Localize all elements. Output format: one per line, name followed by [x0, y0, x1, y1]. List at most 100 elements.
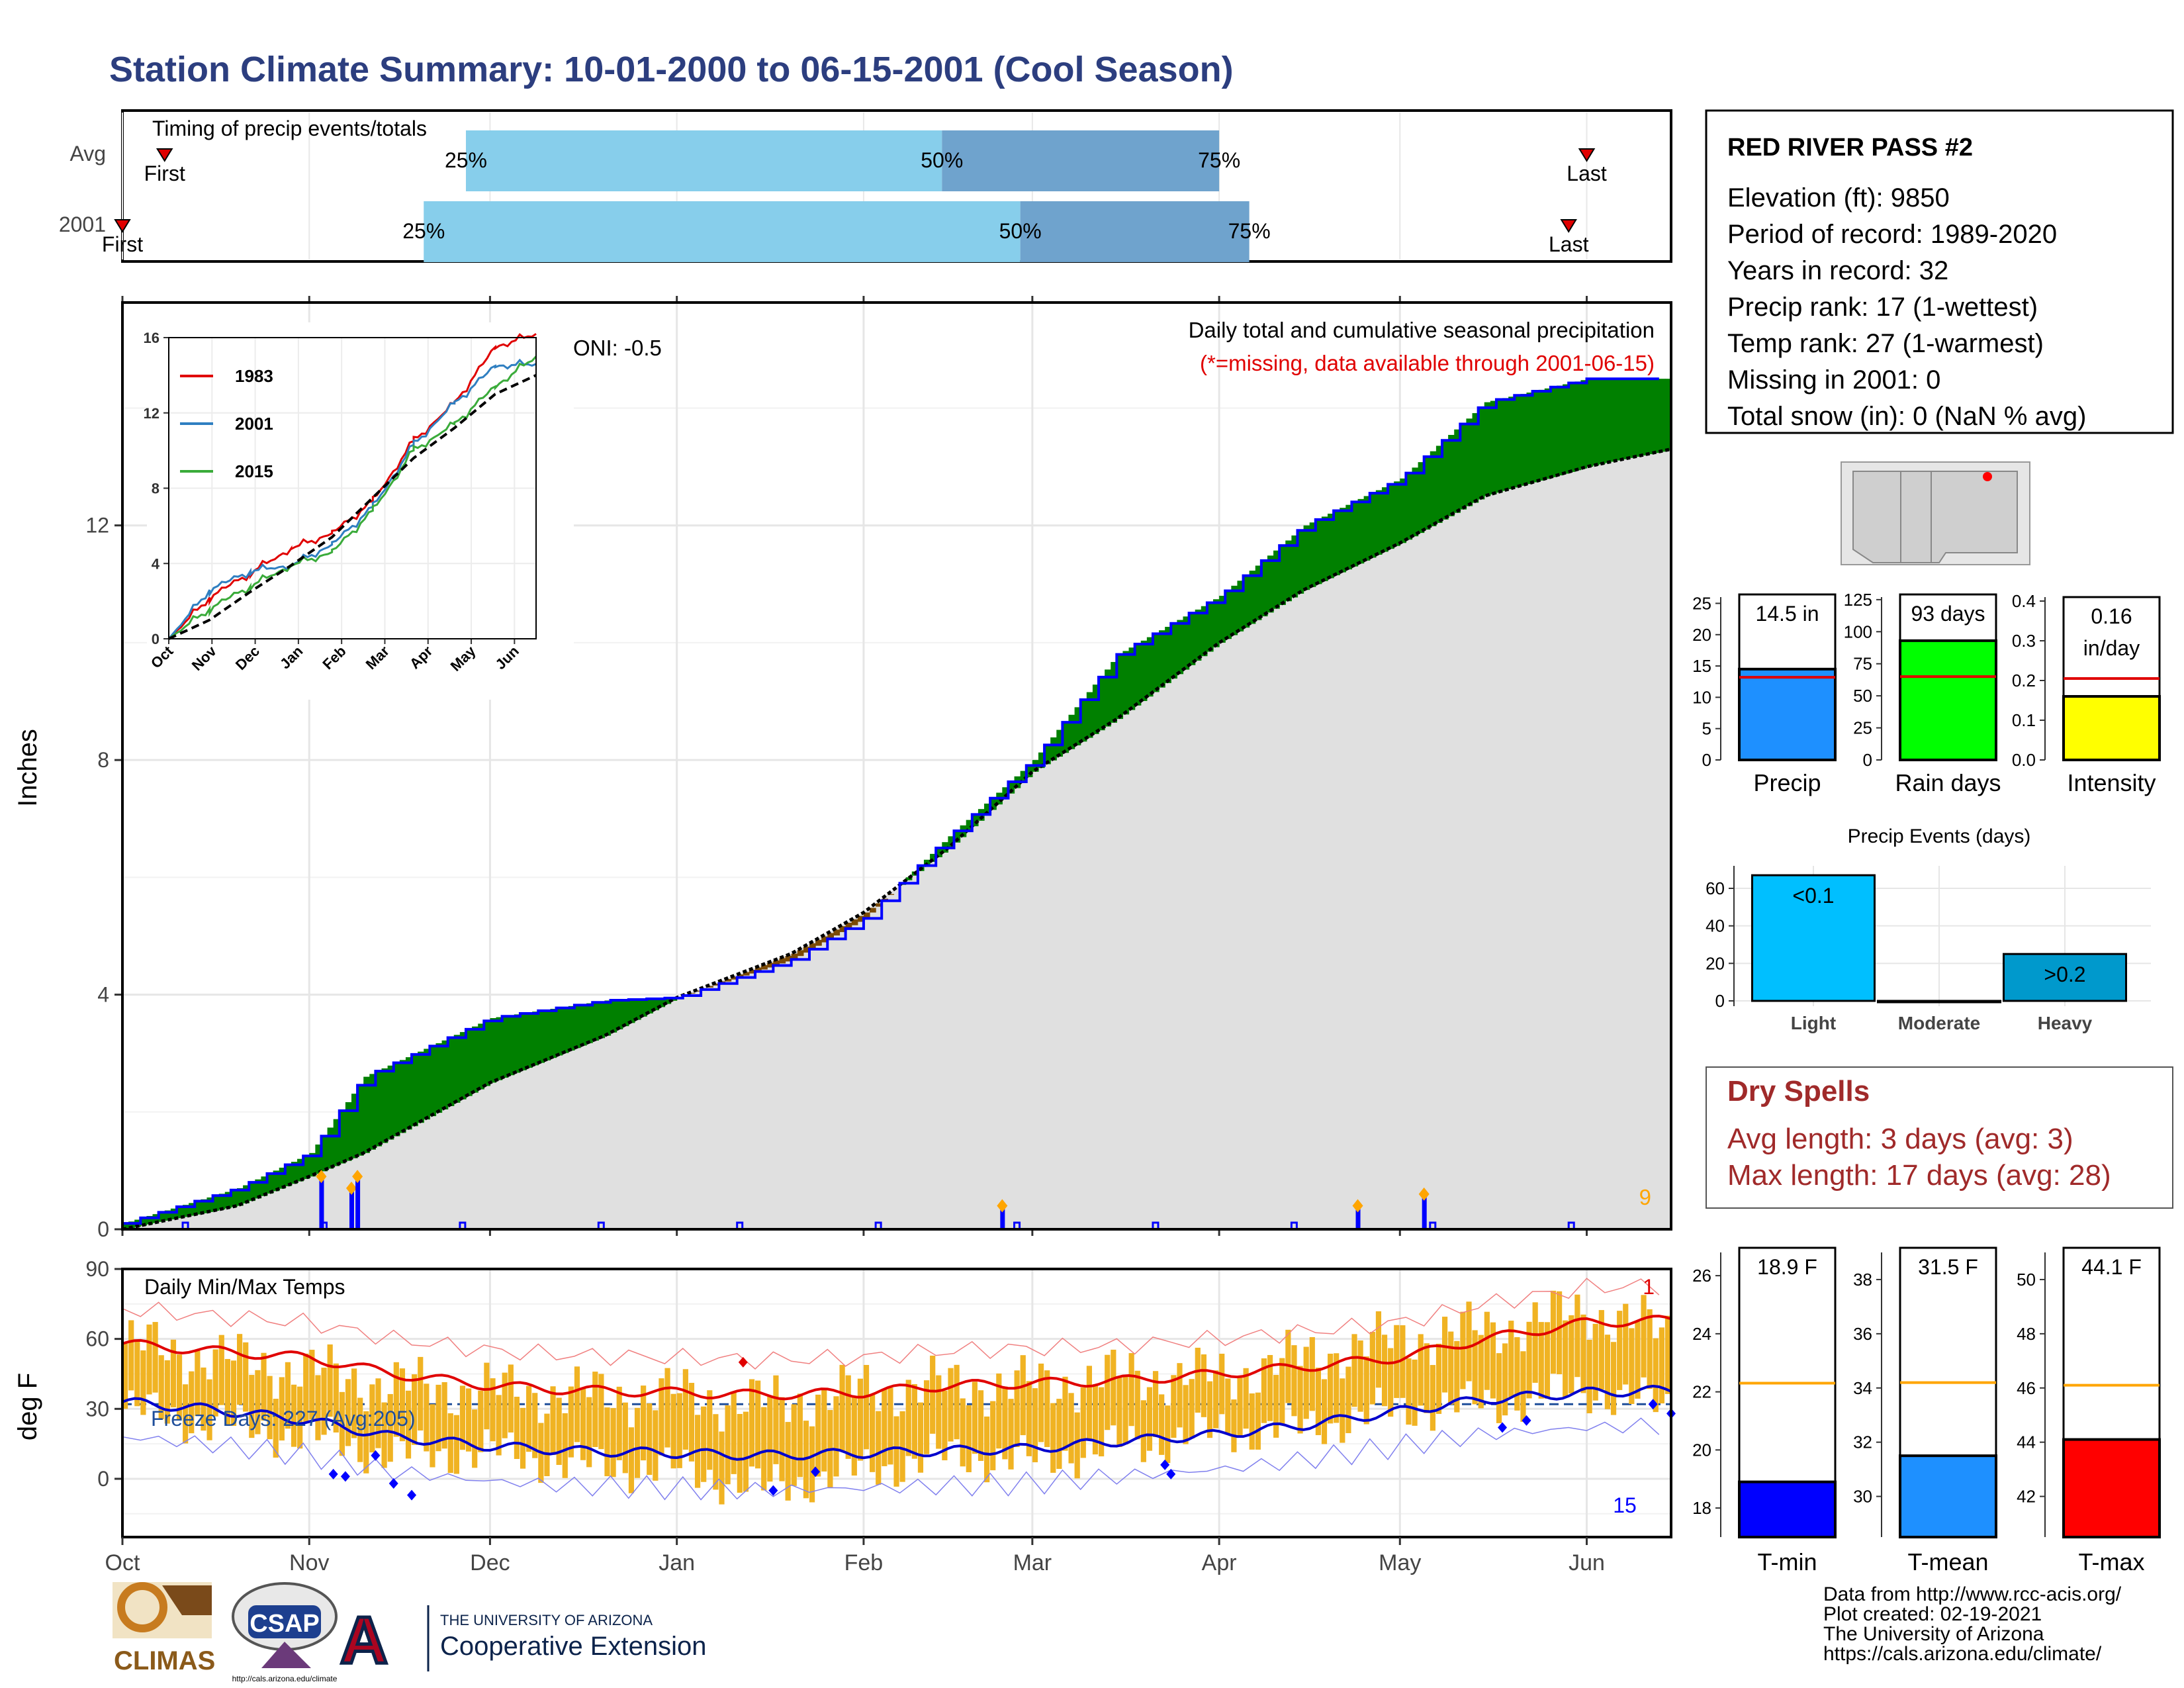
- temp-range-bar: [1159, 1394, 1165, 1455]
- temp-range-bar: [465, 1388, 472, 1452]
- record-low-marker: [811, 1466, 821, 1477]
- summary-bar-tick-label: 20: [1692, 625, 1711, 645]
- map-state-newmexico: [1900, 471, 1932, 563]
- surplus-fill: [441, 1040, 449, 1109]
- climas-logo-text: CLIMAS: [114, 1646, 215, 1675]
- temp-range-bar: [285, 1362, 291, 1429]
- surplus-fill: [333, 1119, 340, 1166]
- surplus-fill: [1297, 530, 1304, 594]
- surplus-fill: [592, 1002, 599, 1041]
- month-tick-label: Feb: [844, 1550, 884, 1575]
- surplus-fill: [459, 1032, 467, 1100]
- temp-caption: Daily Min/Max Temps: [144, 1275, 345, 1299]
- surplus-fill: [1080, 700, 1087, 742]
- temp-range-bar: [1225, 1378, 1231, 1435]
- temp-range-bar: [1074, 1412, 1080, 1479]
- surplus-fill: [954, 831, 961, 843]
- temp-range-bar: [1014, 1370, 1020, 1447]
- surplus-fill: [905, 877, 913, 880]
- temp-range-bar: [1128, 1353, 1134, 1427]
- surplus-fill: [285, 1164, 292, 1187]
- precip-corner-count: 9: [1639, 1185, 1651, 1209]
- temp-range-bar: [1195, 1347, 1201, 1413]
- ua-logo: A THE UNIVERSITY OF ARIZONA Cooperative …: [338, 1602, 706, 1679]
- daily-precip-marker: [316, 1170, 327, 1184]
- surplus-fill: [1225, 590, 1232, 639]
- temp-range-bar: [1032, 1388, 1038, 1462]
- temp-range-bar: [381, 1402, 387, 1468]
- temp-range-bar: [502, 1372, 508, 1438]
- temp-range-bar: [1165, 1405, 1171, 1464]
- daily-precip-marker: [345, 1181, 357, 1195]
- temp-range-bar: [1243, 1368, 1249, 1429]
- temp-range-bar: [1508, 1321, 1514, 1397]
- temp-range-bar: [682, 1369, 688, 1450]
- temp-range-bar: [755, 1380, 761, 1469]
- temp-range-bar: [876, 1411, 882, 1485]
- temp-range-bar: [1206, 1381, 1213, 1438]
- temp-range-bar: [1363, 1356, 1369, 1425]
- surplus-fill: [1406, 473, 1413, 540]
- surplus-fill: [412, 1054, 418, 1127]
- temp-range-bar: [405, 1390, 412, 1459]
- surplus-fill: [146, 1215, 154, 1225]
- surplus-fill: [659, 998, 666, 1008]
- surplus-fill: [496, 1017, 503, 1080]
- summary-bar-tick-label: 15: [1692, 656, 1711, 676]
- surplus-fill: [472, 1026, 478, 1093]
- temp-range-bar: [140, 1350, 146, 1415]
- surplus-fill: [369, 1074, 377, 1150]
- surplus-fill: [1538, 389, 1545, 481]
- precip-y-tick-label: 0: [97, 1217, 109, 1241]
- summary-bar-tick-label: 30: [1853, 1487, 1872, 1507]
- temp-range-bar: [1177, 1363, 1183, 1428]
- temp-range-bar: [1418, 1334, 1424, 1406]
- summary-bar-tick-label: 18: [1692, 1498, 1711, 1518]
- temp-range-bar: [960, 1398, 966, 1467]
- temp-range-bar: [279, 1377, 285, 1441]
- temp-range-bar: [1328, 1353, 1334, 1424]
- surplus-fill: [1291, 535, 1298, 598]
- temp-range-bar: [532, 1393, 538, 1458]
- ua-logo-top: THE UNIVERSITY OF ARIZONA: [440, 1612, 653, 1628]
- daily-precip-marker: [1352, 1199, 1363, 1213]
- temp-range-bar: [592, 1372, 598, 1447]
- daily-precip-bar: [349, 1188, 354, 1229]
- summary-bar-label: T-min: [1758, 1548, 1817, 1575]
- temp-range-bar: [526, 1385, 532, 1452]
- csap-mountain: [261, 1642, 311, 1668]
- summary-bar-tick-label: 5: [1702, 719, 1711, 739]
- deficit-fill: [767, 962, 774, 968]
- temp-range-bar: [309, 1350, 315, 1420]
- summary-bar-label: T-max: [2078, 1548, 2144, 1575]
- summary-bar-value: [1738, 1480, 1837, 1538]
- surplus-fill: [1647, 379, 1654, 455]
- surplus-fill: [430, 1046, 437, 1117]
- temp-range-bar: [725, 1405, 731, 1485]
- deficit-fill: [803, 947, 810, 953]
- summary-bar-tick-label: 25: [1853, 718, 1872, 738]
- summary-bar-tick-label: 75: [1853, 654, 1872, 674]
- summary-bar-label: Precip: [1753, 769, 1821, 796]
- temp-y-tick-label: 60: [85, 1327, 109, 1351]
- summary-bar-tick-label: 42: [2017, 1487, 2036, 1507]
- temp-range-bar: [508, 1364, 514, 1433]
- surplus-fill: [1050, 737, 1057, 761]
- surplus-fill: [1357, 498, 1365, 564]
- temp-range-bar: [870, 1394, 876, 1472]
- temp-range-bar: [622, 1402, 628, 1474]
- surplus-fill: [948, 836, 955, 849]
- temp-range-bar: [598, 1374, 604, 1450]
- deficit-fill: [713, 984, 720, 986]
- surplus-fill: [1526, 393, 1533, 485]
- record-low-marker: [407, 1489, 417, 1501]
- temp-range-bar: [797, 1393, 803, 1477]
- temp-range-bar: [743, 1411, 749, 1492]
- temp-range-bar: [610, 1408, 616, 1477]
- temp-range-bar: [1357, 1340, 1363, 1412]
- temp-range-bar: [1586, 1339, 1592, 1413]
- precip-events-chart: Precip Events (days) 0 20 40 60 <0.1 Light Mode…: [1706, 825, 2151, 1033]
- summary-bar-tick-label: 50: [1853, 686, 1872, 706]
- temp-range-bar: [158, 1355, 164, 1420]
